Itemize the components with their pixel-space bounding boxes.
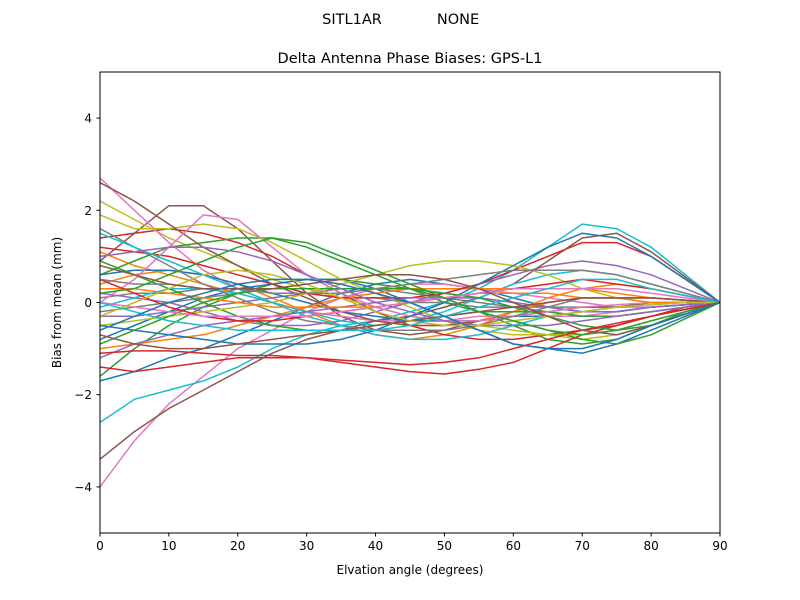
- x-tick-label: 30: [299, 539, 314, 553]
- series-group: [100, 177, 720, 488]
- y-axis-ticks: −4 −2 0 2 4: [74, 112, 100, 494]
- series-line-14: [100, 301, 720, 375]
- x-tick-label: 70: [575, 539, 590, 553]
- x-axis-ticks: 0 10 20 30 40 50 60 70 80 90: [96, 533, 728, 553]
- series-line-31: [100, 232, 720, 345]
- x-tick-label: 90: [712, 539, 727, 553]
- series-line-35: [100, 246, 720, 327]
- suptitle-left: SITL1AR: [322, 12, 382, 28]
- series-line-16: [100, 232, 720, 460]
- y-tick-label: −4: [74, 480, 92, 494]
- x-tick-label: 10: [161, 539, 176, 553]
- x-tick-label: 80: [643, 539, 658, 553]
- x-tick-label: 60: [506, 539, 521, 553]
- suptitle-right: NONE: [437, 12, 479, 28]
- x-tick-label: 50: [437, 539, 452, 553]
- x-tick-label: 0: [96, 539, 104, 553]
- series-line-41: [100, 237, 720, 336]
- chart-title: Delta Antenna Phase Biases: GPS-L1: [278, 51, 543, 67]
- x-axis-label: Elvation angle (degrees): [337, 563, 484, 577]
- series-line-43: [100, 264, 720, 336]
- series-line-39: [100, 269, 720, 327]
- y-tick-label: −2: [74, 388, 92, 402]
- series-line-42: [100, 301, 720, 366]
- x-tick-label: 40: [368, 539, 383, 553]
- y-axis-label: Bias from mean (mm): [50, 237, 64, 368]
- y-tick-label: 0: [84, 296, 92, 310]
- series-line-40: [100, 278, 720, 331]
- y-tick-label: 2: [84, 204, 92, 218]
- y-tick-label: 4: [84, 112, 92, 126]
- plot-frame: [99, 71, 721, 534]
- series-line-44: [100, 278, 720, 350]
- x-tick-label: 20: [230, 539, 245, 553]
